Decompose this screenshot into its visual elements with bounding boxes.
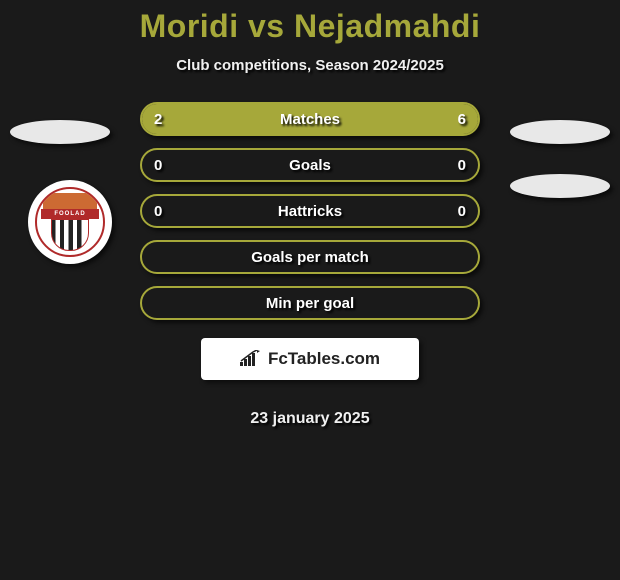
stat-value-left: 2	[154, 111, 162, 128]
stat-value-left: 0	[154, 203, 162, 220]
stat-row-matches: 2 Matches 6	[140, 102, 480, 136]
stat-fill-right	[226, 104, 478, 134]
stat-label: Min per goal	[266, 295, 354, 312]
stat-value-right: 0	[458, 203, 466, 220]
stats-list: 2 Matches 6 0 Goals 0 0 Hattricks 0 Goal…	[0, 102, 620, 428]
stat-label: Hattricks	[278, 203, 342, 220]
date-label: 23 january 2025	[250, 410, 369, 428]
stat-row-hattricks: 0 Hattricks 0	[140, 194, 480, 228]
stat-label: Matches	[280, 111, 340, 128]
stat-label: Goals	[289, 157, 331, 174]
stat-row-goals: 0 Goals 0	[140, 148, 480, 182]
stat-value-right: 0	[458, 157, 466, 174]
stat-row-min-per-goal: Min per goal	[140, 286, 480, 320]
page-title: Moridi vs Nejadmahdi	[140, 8, 481, 45]
page-subtitle: Club competitions, Season 2024/2025	[176, 57, 444, 74]
stat-label: Goals per match	[251, 249, 369, 266]
stat-value-right: 6	[458, 111, 466, 128]
comparison-card: Moridi vs Nejadmahdi Club competitions, …	[0, 0, 620, 428]
bar-chart-icon	[240, 350, 262, 368]
stat-value-left: 0	[154, 157, 162, 174]
brand-badge[interactable]: FcTables.com	[201, 338, 419, 380]
brand-text: FcTables.com	[268, 349, 380, 369]
stat-row-goals-per-match: Goals per match	[140, 240, 480, 274]
